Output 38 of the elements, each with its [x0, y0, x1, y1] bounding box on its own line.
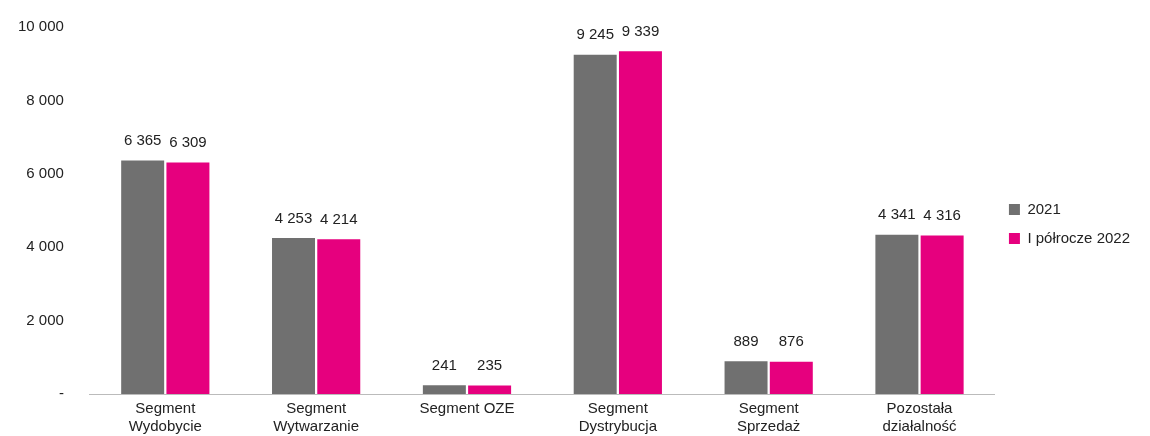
- x-tick-label: Segment Wydobycie: [128, 399, 202, 435]
- data-label: 4 253: [274, 208, 313, 226]
- bar: [272, 237, 316, 394]
- y-tick-label: 2 000: [26, 310, 64, 328]
- data-label: 241: [431, 355, 457, 373]
- bar: [317, 239, 361, 394]
- data-label: 876: [778, 332, 804, 350]
- x-tick-label: Segment Dystrybucja: [578, 399, 658, 435]
- bar: [468, 385, 512, 394]
- data-label: 6 309: [169, 133, 207, 151]
- y-tick-label: 4 000: [26, 237, 64, 255]
- data-label: 9 245: [576, 25, 614, 43]
- bar: [769, 361, 813, 394]
- data-label: 4 341: [878, 205, 916, 223]
- x-tick-label: Segment Wytwarzanie: [273, 399, 360, 435]
- data-label: 6 365: [123, 131, 162, 149]
- y-tick-label: -: [58, 384, 64, 402]
- bar: [920, 235, 964, 394]
- bar: [875, 234, 919, 394]
- bar: [166, 162, 210, 394]
- data-label: 4 316: [923, 206, 961, 224]
- x-tick-label: Segment OZE: [419, 399, 515, 417]
- y-tick-label: 10 000: [17, 17, 64, 35]
- data-label: 4 214: [319, 209, 358, 227]
- bar: [573, 54, 617, 394]
- bar: [422, 385, 466, 394]
- data-label: 889: [733, 332, 759, 350]
- legend-label: I półrocze 2022: [1027, 228, 1131, 246]
- data-label: 9 339: [621, 21, 660, 39]
- x-tick-label: Pozostała działalność: [882, 399, 958, 435]
- x-tick-label: Segment Sprzedaż: [736, 399, 801, 435]
- bar: [121, 160, 165, 394]
- y-tick-label: 6 000: [26, 163, 64, 181]
- data-label: 235: [477, 356, 503, 374]
- bar: [724, 361, 768, 394]
- legend-label: 2021: [1027, 199, 1061, 217]
- y-tick-label: 8 000: [26, 90, 64, 108]
- bar: [618, 51, 662, 394]
